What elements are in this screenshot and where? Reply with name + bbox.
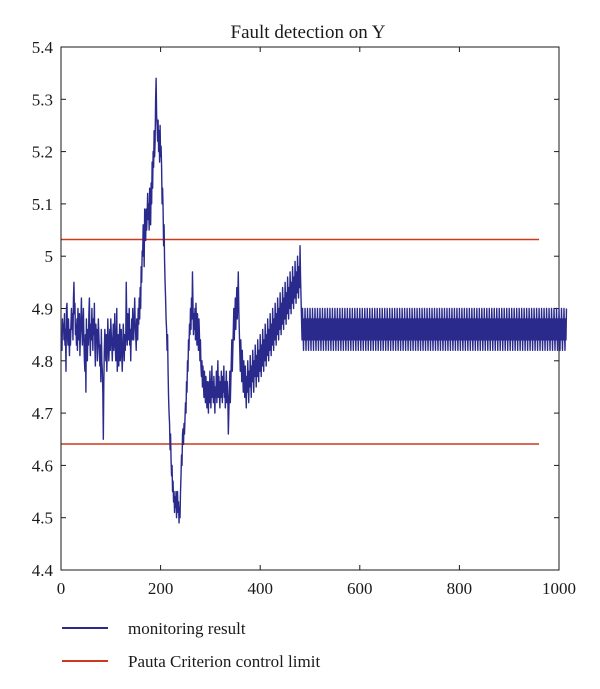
x-tick-label: 200 [148, 579, 174, 598]
y-tick-label: 5.1 [32, 195, 53, 214]
monitoring-result-line [60, 77, 568, 524]
x-tick-label: 800 [447, 579, 473, 598]
control-limit-lines [61, 238, 540, 445]
x-tick-label: 0 [57, 579, 66, 598]
y-tick-label: 4.7 [32, 404, 54, 423]
y-tick-label: 5.2 [32, 143, 53, 162]
y-tick-label: 4.4 [32, 561, 54, 580]
legend: monitoring result Pauta Criterion contro… [62, 619, 320, 671]
chart-title: Fault detection on Y [231, 22, 386, 43]
y-tick-label: 4.8 [32, 352, 53, 371]
x-axis: 0 200 400 600 800 1000 [57, 47, 576, 598]
y-tick-label: 5.4 [32, 38, 54, 57]
x-tick-label: 400 [247, 579, 273, 598]
x-tick-label: 1000 [542, 579, 576, 598]
y-axis: 4.4 4.5 4.6 4.7 4.8 4.9 5 5.1 5.2 5.3 5.4 [32, 38, 559, 580]
y-tick-label: 5.3 [32, 90, 53, 109]
legend-label-monitoring-result: monitoring result [128, 619, 246, 638]
y-tick-label: 4.9 [32, 300, 53, 319]
x-tick-label: 600 [347, 579, 373, 598]
legend-label-control-limit: Pauta Criterion control limit [128, 652, 320, 671]
y-tick-label: 4.6 [32, 456, 53, 475]
y-tick-label: 5 [45, 247, 54, 266]
y-tick-label: 4.5 [32, 509, 53, 528]
